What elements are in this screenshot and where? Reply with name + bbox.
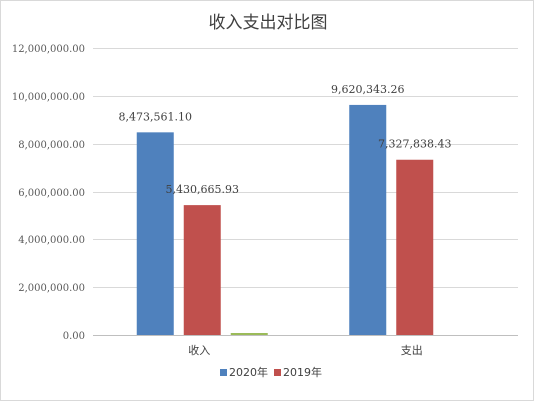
legend: 2020年 2019年 [220,365,322,379]
bars [136,104,434,336]
y-tick-label: 4,000,000.00 [18,235,85,246]
bar [396,159,434,335]
data-labels: 8,473,561.10 5,430,665.93 9,620,343.26 7,32… [119,83,452,196]
data-label: 9,620,343.26 [331,83,404,96]
chart-title: 收入支出对比图 [209,13,328,33]
x-category-label: 收入 [188,343,210,357]
y-tick-label: 10,000,000.00 [12,92,85,103]
y-tick-label: 2,000,000.00 [18,283,85,294]
x-category-label: 支出 [401,343,423,357]
legend-entry: 2020年 [229,365,268,379]
data-label: 8,473,561.10 [119,110,192,123]
legend-entry: 2019年 [283,365,322,379]
data-label: 7,327,838.43 [378,138,451,151]
y-tick-label: 0.00 [63,331,85,342]
legend-swatch [274,369,281,376]
y-tick-label: 12,000,000.00 [12,44,85,55]
y-tick-label: 6,000,000.00 [18,188,85,199]
legend-swatch [220,369,227,376]
y-tick-label: 8,000,000.00 [18,140,85,151]
data-label: 5,430,665.93 [166,183,239,196]
bar [230,333,268,335]
y-axis-ticks: 0.00 2,000,000.00 4,000,000.00 6,000,000.00… [12,44,85,342]
bar [136,132,174,335]
x-axis-categories: 收入 支出 [188,343,423,357]
bar [183,205,221,335]
bar [349,104,387,336]
